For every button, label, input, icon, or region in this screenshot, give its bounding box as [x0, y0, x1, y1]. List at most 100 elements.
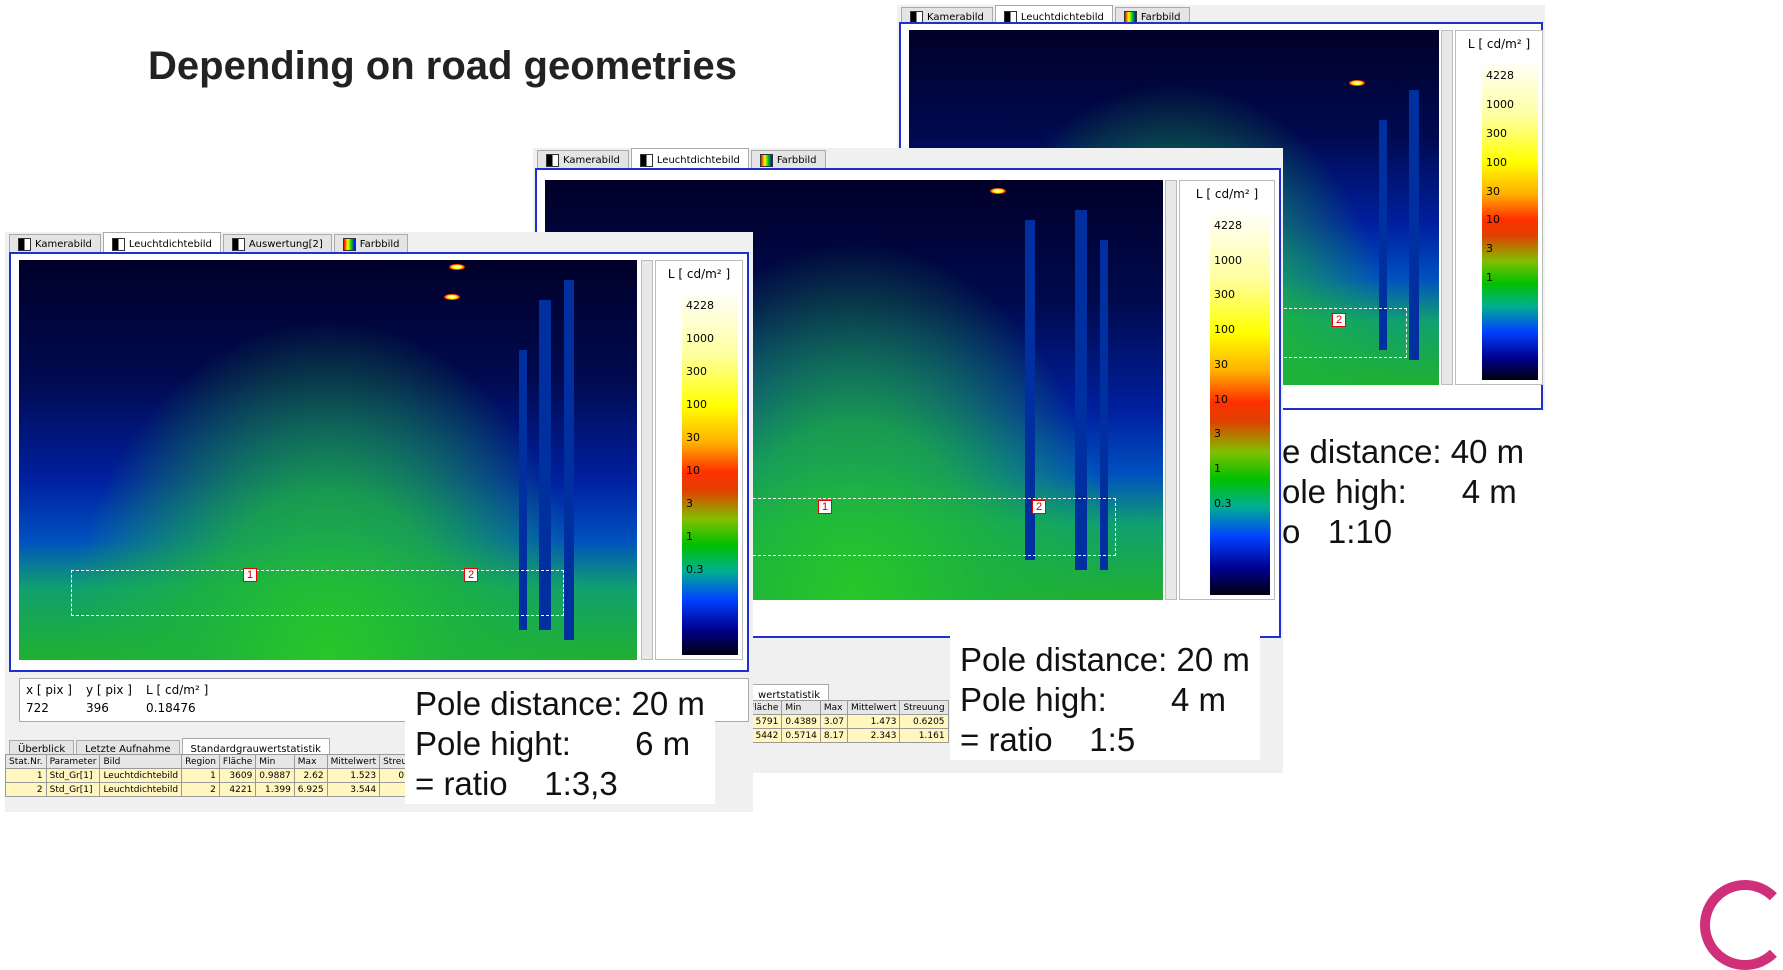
table-cell: 3.07 [820, 715, 847, 729]
luminance-image: 12 [19, 260, 637, 660]
slide-title: Depending on road geometries [148, 44, 737, 89]
table-cell: 0.6205 [900, 715, 948, 729]
table-cell: Std_Gr[1] [46, 783, 100, 797]
tab-label: Auswertung[2] [249, 239, 323, 250]
colorbar-label: 100 [686, 398, 707, 411]
colorbar-label: 1 [1214, 462, 1221, 475]
colorbar-label: 30 [686, 431, 700, 444]
colorbar-unit: L [ cd/m² ] [1456, 37, 1542, 51]
table-cell: Leuchtdichtebild [100, 769, 182, 783]
measurement-region [71, 570, 564, 616]
table-header-cell: Max [820, 701, 847, 715]
colorbar-label: 1 [1486, 271, 1493, 284]
status-value: 722 [26, 701, 49, 715]
table-cell: 2 [6, 783, 47, 797]
tab[interactable]: Leuchtdichtebild [103, 232, 221, 254]
table-cell: 4221 [219, 783, 255, 797]
table-header-cell: Streuung [900, 701, 948, 715]
status-value: 0.18476 [146, 701, 196, 715]
table-cell: 0.5714 [782, 729, 821, 743]
colorbar-label: 10 [1214, 393, 1228, 406]
table-cell: 8.17 [820, 729, 847, 743]
table-cell: 1 [182, 769, 220, 783]
lamp [444, 294, 460, 300]
region-label: 1 [243, 568, 257, 582]
colorbar-label: 4228 [686, 299, 714, 312]
colorbar-label: 3 [1214, 427, 1221, 440]
table-row: 57910.43893.071.4730.6205 [746, 715, 949, 729]
colorbar-label: 4228 [1486, 69, 1514, 82]
table-cell: 2.62 [294, 769, 327, 783]
colorbar-label: 3 [1486, 242, 1493, 255]
table-cell: 2 [182, 783, 220, 797]
colorbar-label: 30 [1214, 358, 1228, 371]
table-cell: Leuchtdichtebild [100, 783, 182, 797]
tab[interactable]: Kamerabild [9, 234, 101, 254]
pole [564, 280, 574, 640]
measurement-region [748, 498, 1116, 556]
status-header: L [ cd/m² ] [146, 683, 208, 697]
table-header-cell: Min [256, 755, 295, 769]
colorbar-label: 3 [686, 497, 693, 510]
scrollbar[interactable] [1441, 30, 1453, 385]
scrollbar[interactable] [1165, 180, 1177, 600]
table-cell: 1.399 [256, 783, 295, 797]
colorbar-label: 300 [1486, 127, 1507, 140]
colorbar-label: 30 [1486, 185, 1500, 198]
tab-icon [640, 154, 653, 167]
colorbar-label: 10 [1486, 213, 1500, 226]
table-header-cell: Region [182, 755, 220, 769]
scrollbar[interactable] [641, 260, 653, 660]
tab-label: Kamerabild [563, 155, 620, 166]
region-label: 2 [1032, 500, 1046, 514]
tab-bar: Kamerabild LeuchtdichtebildFarbbild [533, 148, 1283, 170]
colorbar-label: 1000 [1214, 254, 1242, 267]
colorbar-unit: L [ cd/m² ] [656, 267, 742, 281]
caption-line: = ratio 1:3,3 [415, 764, 705, 804]
table-cell: 1.473 [847, 715, 900, 729]
tab[interactable]: Auswertung[2] [223, 234, 332, 254]
tab-label: Kamerabild [35, 239, 92, 250]
caption-line: e distance: 40 m [1282, 432, 1524, 472]
tab[interactable]: Kamerabild [537, 150, 629, 170]
colorbar-label: 1000 [686, 332, 714, 345]
lamp [990, 188, 1006, 194]
tab[interactable]: Leuchtdichtebild [631, 148, 749, 170]
tab-bar: Kamerabild Leuchtdichtebild Auswertung[2] F… [5, 232, 753, 254]
table-header-cell: Mittelwert [327, 755, 380, 769]
colorbar-label: 300 [686, 365, 707, 378]
logo [1700, 880, 1783, 970]
colorbar-label: 10 [686, 464, 700, 477]
region-label: 1 [818, 500, 832, 514]
tab-label: Farbbild [360, 239, 400, 250]
caption-line: Pole distance: 20 m [960, 640, 1250, 680]
table-header-cell: Stat.Nr. [6, 755, 47, 769]
caption-line: Pole distance: 20 m [415, 684, 705, 724]
table-header-cell: Parameter [46, 755, 100, 769]
colorbar-unit: L [ cd/m² ] [1180, 187, 1274, 201]
caption: Pole distance: 20 mPole hight: 6 m= rati… [405, 680, 715, 804]
caption-line: Pole high: 4 m [960, 680, 1250, 720]
tab[interactable]: Farbbild [334, 234, 409, 254]
colorbar-label: 0.3 [1214, 497, 1232, 510]
colorbar-label: 4228 [1214, 219, 1242, 232]
tab[interactable]: Farbbild [751, 150, 826, 170]
tab-icon [343, 238, 356, 251]
table-header-cell: Fläche [219, 755, 255, 769]
lamp [1349, 80, 1365, 86]
colorbar-label: 1000 [1486, 98, 1514, 111]
caption-line: Pole hight: 6 m [415, 724, 705, 764]
tab-icon [546, 154, 559, 167]
region-label: 2 [464, 568, 478, 582]
slide: {"title": "Depending on road geometries"… [0, 0, 1783, 927]
